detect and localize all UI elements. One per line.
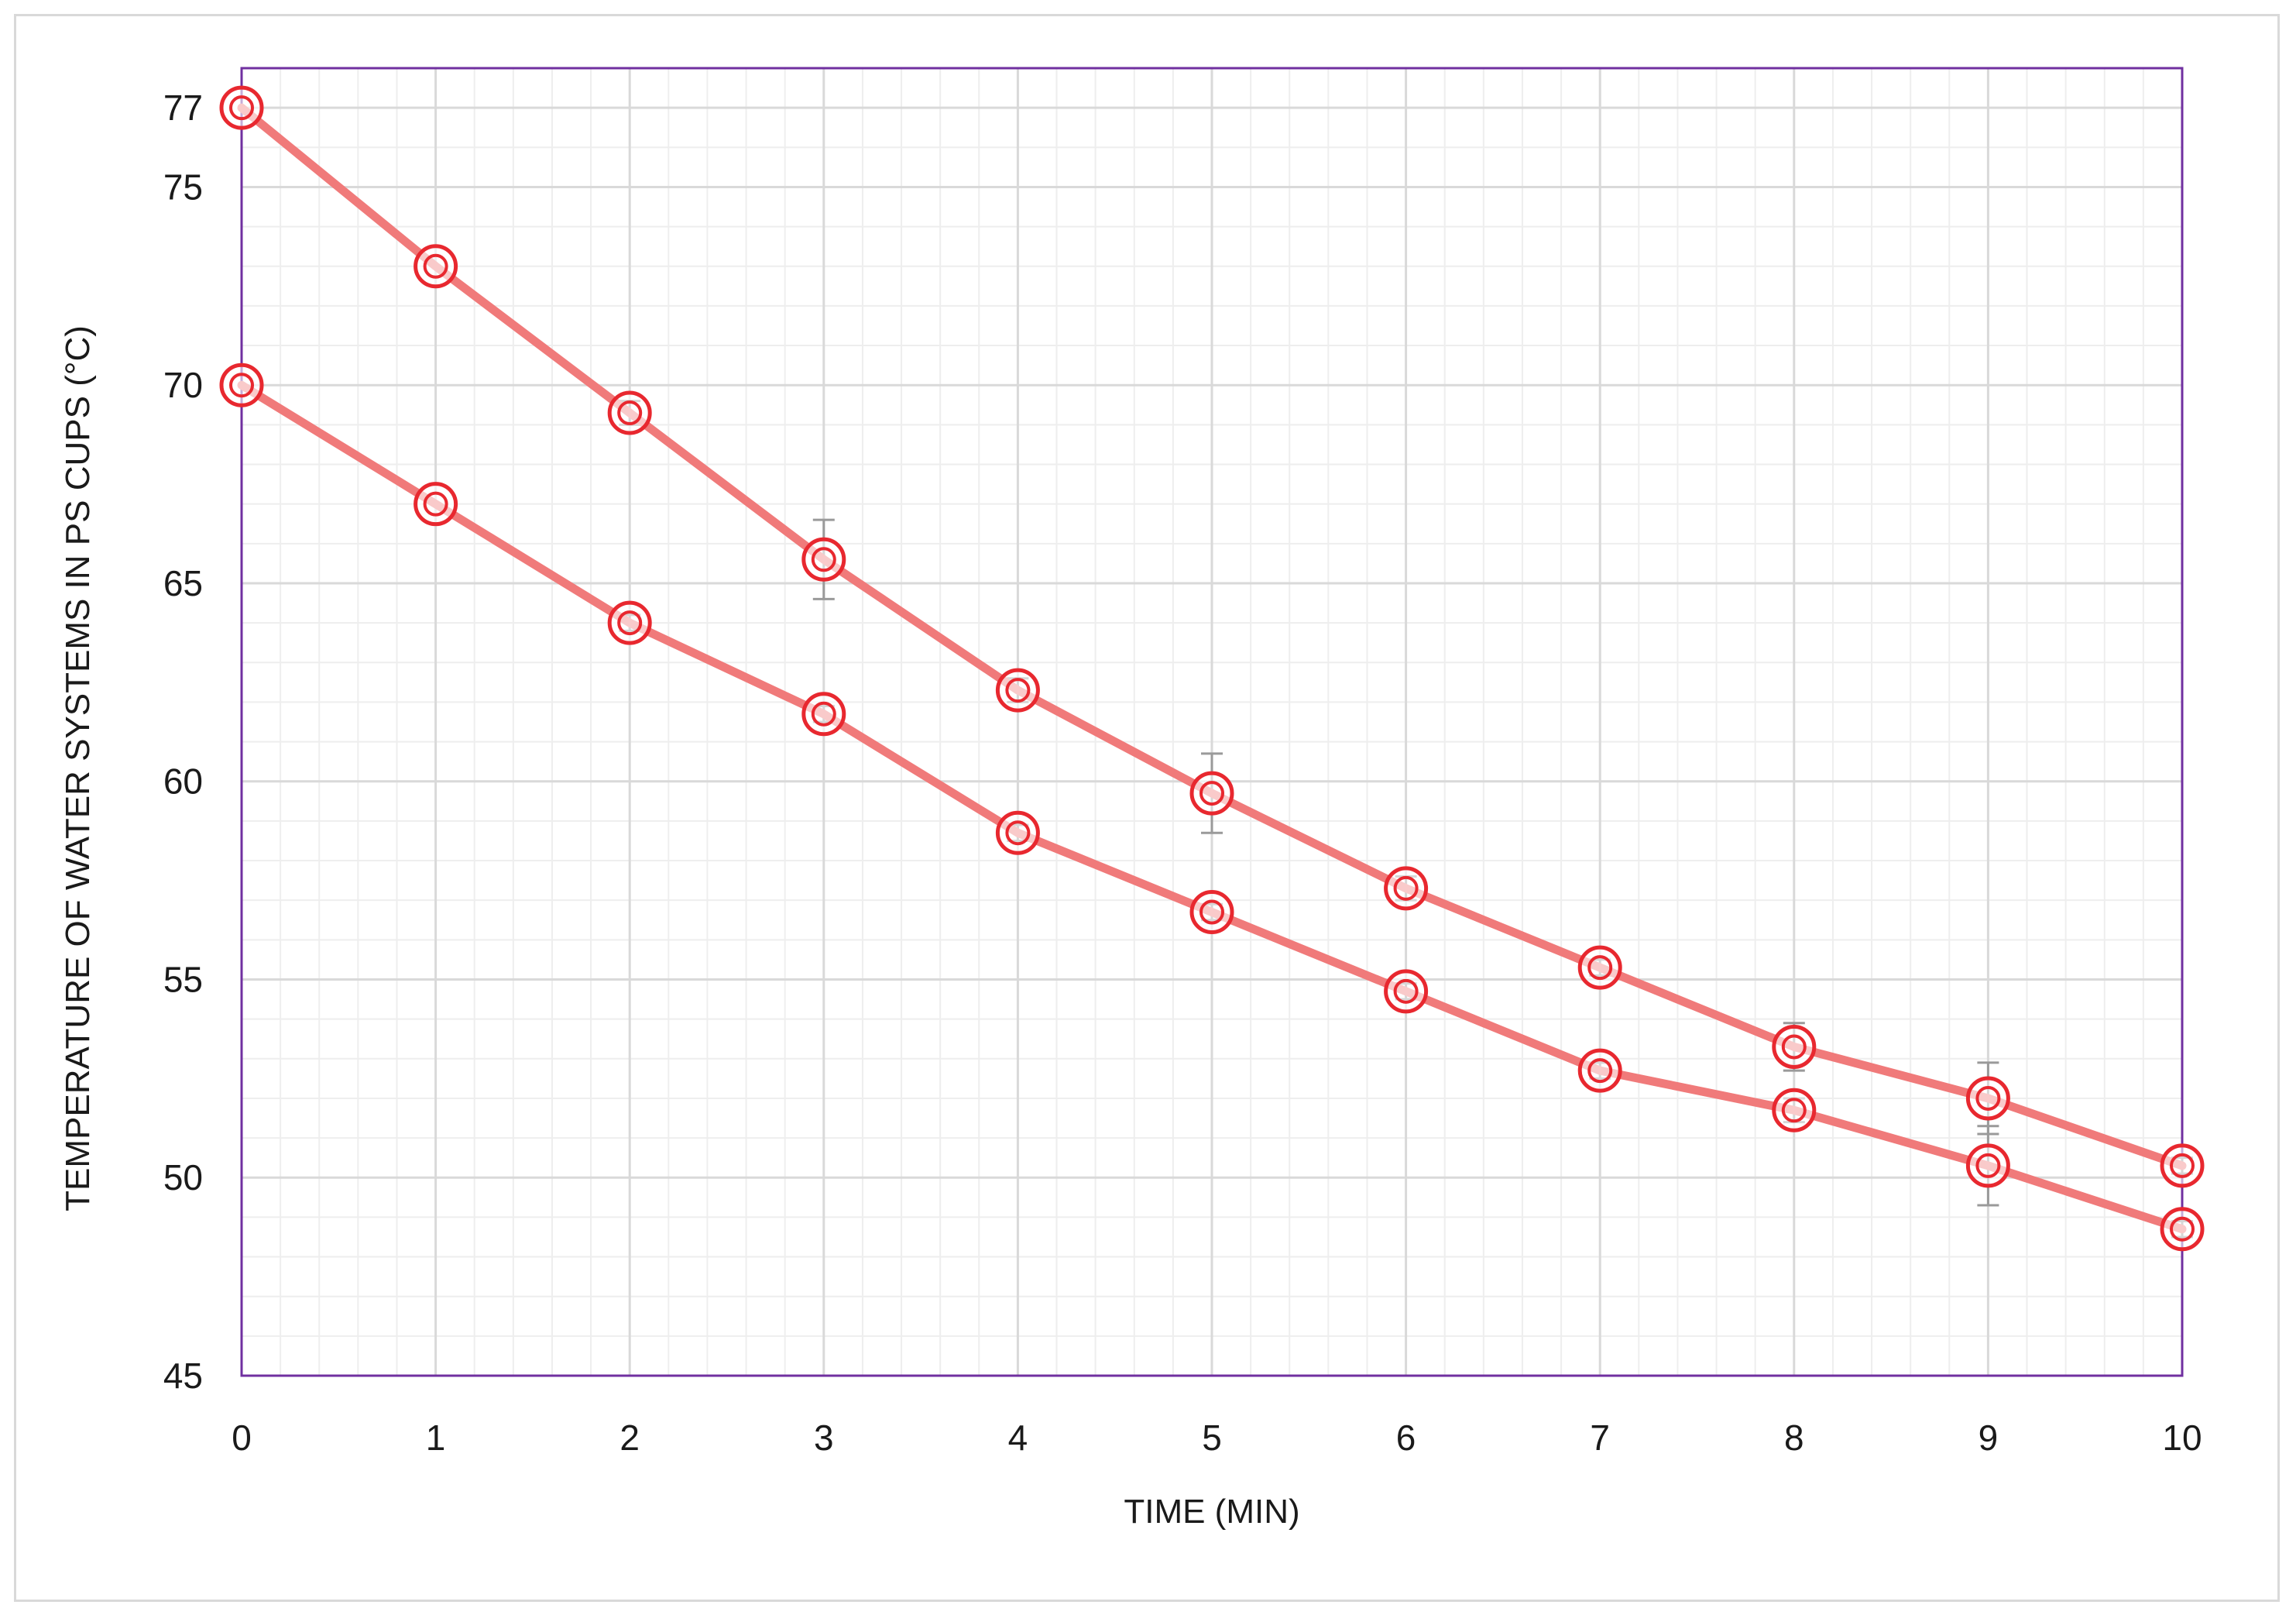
series-1-point xyxy=(2160,1143,2205,1188)
series-2-point xyxy=(1772,1088,1817,1132)
marker-outer-ring xyxy=(801,692,846,737)
x-tick-label: 3 xyxy=(814,1418,834,1458)
series-2-point xyxy=(2160,1207,2205,1252)
marker-outer-ring xyxy=(1965,1143,2010,1188)
marker-outer-ring xyxy=(219,363,264,407)
marker-outer-ring xyxy=(2160,1143,2205,1188)
x-tick-label: 1 xyxy=(426,1418,446,1458)
marker-outer-ring xyxy=(1189,771,1234,816)
series-1-point xyxy=(1577,945,1622,990)
marker-inner-ring xyxy=(1199,781,1224,806)
x-tick-label: 6 xyxy=(1396,1418,1416,1458)
marker-inner-ring xyxy=(2170,1216,2195,1242)
marker-outer-ring xyxy=(2160,1207,2205,1252)
marker-outer-ring xyxy=(1384,969,1429,1014)
y-axis-title: TEMPERATURE OF WATER SYSTEMS IN PS CUPS … xyxy=(59,325,97,1211)
x-tick-label: 9 xyxy=(1979,1418,1999,1458)
series-2-point xyxy=(607,600,652,645)
marker-inner-ring xyxy=(1005,820,1031,846)
series-1-point xyxy=(414,244,458,289)
y-tick-label: 55 xyxy=(163,959,203,999)
series-1-point xyxy=(1965,1076,2010,1121)
marker-outer-ring xyxy=(414,482,458,527)
marker-outer-ring xyxy=(1965,1076,2010,1121)
plot-border xyxy=(240,67,2184,1377)
marker-inner-ring xyxy=(1393,875,1419,901)
marker-outer-ring xyxy=(1772,1088,1817,1132)
marker-outer-ring xyxy=(414,244,458,289)
x-axis-ticks: 0 1 2 3 4 5 6 7 8 9 10 xyxy=(232,1418,2202,1458)
series-1-point xyxy=(995,668,1040,713)
marker-outer-ring xyxy=(801,537,846,582)
marker-inner-ring xyxy=(1005,678,1031,703)
plot-area xyxy=(240,67,2184,1377)
series-1-point xyxy=(1384,866,1429,911)
marker-outer-ring xyxy=(995,668,1040,713)
marker-inner-ring xyxy=(1781,1034,1807,1060)
x-tick-label: 7 xyxy=(1590,1418,1610,1458)
series-2-point xyxy=(1577,1048,1622,1093)
y-tick-label: 75 xyxy=(163,167,203,207)
marker-inner-ring xyxy=(617,610,643,636)
marker-outer-ring xyxy=(1577,1048,1622,1093)
marker-inner-ring xyxy=(1975,1085,2001,1111)
series-2-point xyxy=(801,692,846,737)
series-1-point xyxy=(1189,771,1234,816)
series-2-point xyxy=(1965,1143,2010,1188)
marker-inner-ring xyxy=(1587,955,1613,981)
data-markers xyxy=(219,85,2205,1252)
marker-outer-ring xyxy=(1189,890,1234,935)
marker-outer-ring xyxy=(1772,1024,1817,1069)
series-2-point xyxy=(1384,969,1429,1014)
marker-outer-ring xyxy=(1384,866,1429,911)
series-2-point xyxy=(414,482,458,527)
series-1-point xyxy=(1772,1024,1817,1069)
marker-inner-ring xyxy=(423,491,448,517)
series-1-point xyxy=(607,390,652,435)
y-tick-label: 50 xyxy=(163,1157,203,1198)
marker-inner-ring xyxy=(617,400,643,426)
x-tick-label: 8 xyxy=(1784,1418,1804,1458)
x-tick-label: 2 xyxy=(619,1418,640,1458)
marker-outer-ring xyxy=(1577,945,1622,990)
x-tick-label: 10 xyxy=(2162,1418,2202,1458)
marker-inner-ring xyxy=(229,95,254,121)
marker-inner-ring xyxy=(1975,1153,2001,1178)
marker-inner-ring xyxy=(1587,1058,1613,1084)
marker-inner-ring xyxy=(1199,899,1224,925)
chart-frame xyxy=(14,14,2280,1602)
marker-inner-ring xyxy=(1393,978,1419,1004)
x-axis-title: TIME (MIN) xyxy=(1124,1493,1299,1531)
marker-outer-ring xyxy=(219,85,264,130)
x-tick-label: 4 xyxy=(1008,1418,1028,1458)
series-2-point xyxy=(219,363,264,407)
x-tick-label: 0 xyxy=(232,1418,252,1458)
y-axis-ticks: 45 50 55 60 65 70 75 77 xyxy=(163,88,203,1396)
y-tick-label: 77 xyxy=(163,88,203,128)
marker-inner-ring xyxy=(1781,1098,1807,1123)
marker-inner-ring xyxy=(811,701,836,727)
marker-inner-ring xyxy=(811,547,836,572)
x-tick-label: 5 xyxy=(1202,1418,1222,1458)
series-2-point xyxy=(995,810,1040,855)
y-tick-label: 60 xyxy=(163,761,203,802)
marker-outer-ring xyxy=(607,600,652,645)
y-tick-label: 70 xyxy=(163,365,203,405)
marker-inner-ring xyxy=(2170,1153,2195,1178)
y-tick-label: 45 xyxy=(163,1356,203,1396)
marker-outer-ring xyxy=(995,810,1040,855)
marker-inner-ring xyxy=(229,373,254,398)
y-tick-label: 65 xyxy=(163,563,203,603)
marker-outer-ring xyxy=(607,390,652,435)
series-1-point xyxy=(801,537,846,582)
series-2-point xyxy=(1189,890,1234,935)
series-1-point xyxy=(219,85,264,130)
marker-inner-ring xyxy=(423,253,448,279)
major-grid xyxy=(240,68,2184,1377)
